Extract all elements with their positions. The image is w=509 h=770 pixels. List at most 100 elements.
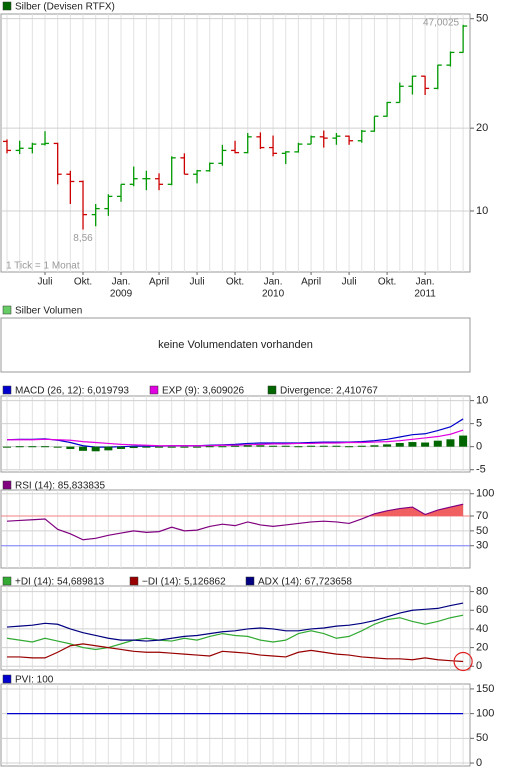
divergence-bar	[421, 442, 430, 447]
legend-label: −DI (14): 5,126862	[142, 577, 226, 588]
x-tick-label: Okt.	[74, 277, 92, 288]
divergence-bar	[205, 446, 214, 448]
indicator-line	[6, 614, 464, 651]
x-tick-label: Juli	[38, 277, 53, 288]
y-tick-label: 40	[476, 623, 488, 635]
divergence-bar	[79, 446, 88, 451]
x-tick-label: April	[301, 277, 321, 288]
indicator-line	[6, 418, 464, 448]
divergence-bar	[117, 446, 126, 449]
y-tick-label: 50	[476, 525, 488, 537]
y-tick-label: 20	[476, 642, 488, 654]
divergence-bar	[269, 445, 278, 447]
x-year-label: 2009	[110, 289, 133, 300]
legend-swatch	[267, 385, 277, 395]
legend-label: Divergence: 2,410767	[280, 386, 378, 397]
y-tick-label: 150	[476, 683, 494, 695]
highlight-circle	[453, 651, 473, 672]
legend-label: MACD (26, 12): 6,019793	[15, 386, 129, 397]
x-year-label: 2011	[414, 289, 436, 300]
y-tick-label: 5	[476, 418, 482, 430]
x-tick-label: Juli	[342, 277, 357, 288]
divergence-bar	[129, 446, 138, 449]
y-tick-label: 0	[476, 757, 482, 769]
legend-swatch	[2, 480, 12, 490]
x-tick-label: Juli	[190, 277, 205, 288]
y-tick-label: 50	[476, 13, 488, 25]
legend-label: EXP (9): 3,609026	[162, 386, 245, 397]
y-tick-label: 0	[476, 441, 482, 453]
y-tick-label: 30	[476, 540, 488, 552]
y-tick-label: -5	[476, 464, 486, 476]
legend-label: Silber Volumen	[15, 306, 82, 317]
y-tick-label: 100	[476, 708, 494, 720]
legend-swatch	[2, 674, 12, 684]
indicator-line	[7, 643, 464, 663]
x-tick-label: Okt.	[378, 277, 396, 288]
legend-swatch	[2, 576, 12, 586]
y-tick-label: 60	[476, 604, 488, 616]
y-tick-label: 0	[476, 660, 482, 672]
divergence-bar	[243, 445, 252, 447]
empty-message: keine Volumendaten vorhanden	[158, 339, 313, 351]
legend-label: RSI (14): 85,833835	[15, 481, 105, 492]
high-label: 47,0025	[423, 17, 460, 28]
y-tick-label: 100	[476, 488, 494, 500]
divergence-bar	[66, 446, 75, 449]
legend-label: PVI: 100	[15, 675, 54, 686]
indicator-line	[6, 602, 464, 642]
divergence-bar	[28, 446, 37, 448]
indicator-line	[7, 429, 464, 447]
divergence-bar	[231, 445, 240, 447]
legend-label: +DI (14): 54,689813	[15, 577, 105, 588]
legend-swatch	[2, 385, 12, 395]
y-tick-label: 80	[476, 586, 488, 598]
x-year-label: 2010	[262, 289, 285, 300]
divergence-bar	[180, 446, 189, 448]
divergence-bar	[15, 446, 24, 448]
divergence-bar	[3, 446, 11, 448]
legend-swatch	[2, 1, 12, 11]
divergence-bar	[395, 442, 404, 447]
panel-box	[0, 317, 471, 373]
divergence-bar	[345, 446, 354, 448]
legend-swatch	[149, 385, 159, 395]
divergence-bar	[332, 445, 341, 447]
x-tick-label: April	[149, 277, 169, 288]
x-tick-label: Okt.	[226, 277, 244, 288]
divergence-bar	[256, 445, 265, 447]
divergence-bar	[218, 446, 227, 448]
divergence-bar	[53, 446, 62, 448]
x-tick-label: Jan.	[112, 277, 131, 288]
divergence-bar	[319, 445, 328, 447]
divergence-bar	[408, 442, 417, 447]
y-tick-label: 70	[476, 510, 488, 522]
divergence-bar	[446, 439, 455, 447]
overbought-fill	[7, 504, 464, 516]
divergence-bar	[41, 446, 50, 448]
divergence-bar	[167, 446, 176, 448]
divergence-bar	[155, 446, 164, 448]
legend-swatch	[129, 576, 139, 586]
divergence-bar	[307, 445, 316, 447]
divergence-bar	[142, 446, 151, 448]
divergence-bar	[104, 446, 113, 451]
divergence-bar	[459, 435, 468, 447]
divergence-bar	[370, 445, 379, 447]
tick-note: 1 Tick = 1 Monat	[6, 261, 80, 272]
legend-label: ADX (14): 67,723658	[258, 577, 352, 588]
divergence-bar	[281, 445, 290, 447]
divergence-bar	[357, 445, 366, 447]
legend-swatch	[245, 576, 255, 586]
y-tick-label: 10	[476, 395, 488, 407]
y-tick-label: 10	[476, 205, 488, 217]
divergence-bar	[383, 444, 392, 447]
low-label: 8,56	[73, 233, 93, 244]
divergence-bar	[193, 446, 202, 448]
divergence-bar	[294, 446, 303, 448]
indicator-line	[6, 503, 464, 541]
divergence-bar	[433, 440, 442, 447]
legend-label: Silber (Devisen RTFX)	[15, 2, 115, 13]
y-tick-label: 20	[476, 122, 488, 134]
